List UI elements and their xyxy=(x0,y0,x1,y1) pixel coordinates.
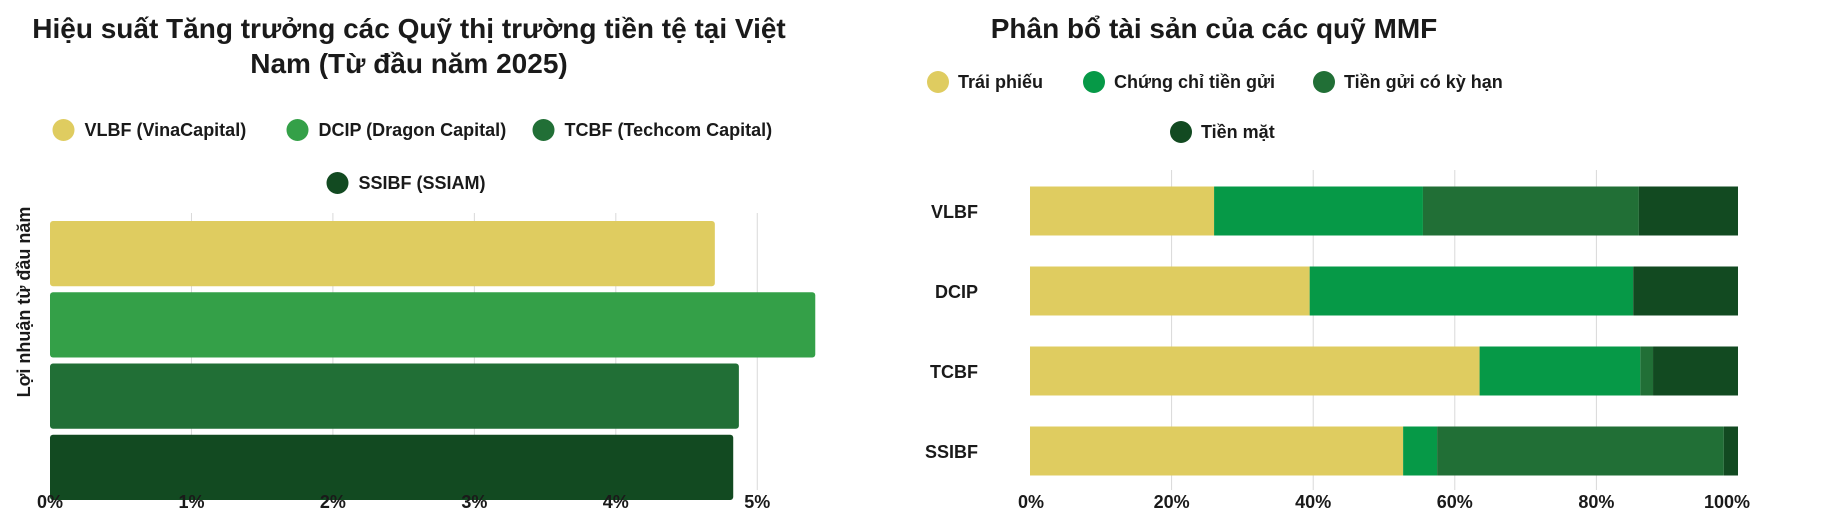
legend-item[interactable]: Chứng chỉ tiền gửi xyxy=(1083,71,1275,93)
bar-segment xyxy=(1403,426,1438,476)
y-axis-label: Lợi nhuận từ đầu năm xyxy=(14,207,34,398)
x-tick-label: 1% xyxy=(178,492,204,512)
y-category-label: VLBF xyxy=(931,202,978,222)
legend-item[interactable]: TCBF (Techcom Capital) xyxy=(532,119,773,141)
bar xyxy=(50,221,715,287)
legend-item[interactable]: Trái phiếu xyxy=(927,71,1043,93)
bars xyxy=(1030,186,1738,476)
bars xyxy=(50,221,816,500)
legend-label: VLBF (VinaCapital) xyxy=(85,120,247,140)
x-tick-label: 100% xyxy=(1704,492,1750,512)
bar xyxy=(50,434,734,500)
legend-label: Tiền mặt xyxy=(1201,122,1275,142)
x-tick-label: 4% xyxy=(603,492,629,512)
legend-label: Trái phiếu xyxy=(958,72,1043,92)
bar-segment xyxy=(1479,346,1641,396)
legend: VLBF (VinaCapital) DCIP (Dragon Capital) T… xyxy=(52,119,773,194)
bar-segment xyxy=(1030,426,1404,476)
legend-swatch xyxy=(326,172,349,194)
bar-segment xyxy=(1030,186,1215,236)
y-category-label: DCIP xyxy=(935,282,978,302)
bar-segment xyxy=(1309,266,1634,316)
legend-swatch xyxy=(52,119,75,141)
stacked-bar xyxy=(1030,346,1738,396)
x-axis-ticks: 0% 20% 40% 60% 80% 100% xyxy=(1018,492,1750,512)
bar xyxy=(50,292,816,358)
x-tick-label: 3% xyxy=(461,492,487,512)
x-tick-label: 40% xyxy=(1295,492,1331,512)
bar-segment xyxy=(1638,186,1738,236)
bar-segment xyxy=(1214,186,1423,236)
bar-segment xyxy=(1653,346,1738,396)
legend-swatch xyxy=(1170,121,1192,143)
legend-swatch xyxy=(286,119,309,141)
legend-label: SSIBF (SSIAM) xyxy=(359,173,486,193)
x-tick-label: 20% xyxy=(1154,492,1190,512)
legend-item[interactable]: Tiền mặt xyxy=(1170,121,1275,143)
bar-segment xyxy=(1437,426,1724,476)
x-tick-label: 0% xyxy=(37,492,63,512)
stacked-bar xyxy=(1030,186,1738,236)
legend-label: Tiền gửi có kỳ hạn xyxy=(1344,72,1503,92)
legend: Trái phiếu Chứng chỉ tiền gửi Tiền gửi có … xyxy=(927,71,1503,143)
x-tick-label: 5% xyxy=(744,492,770,512)
y-category-label: TCBF xyxy=(930,362,978,382)
y-axis-categories: VLBF DCIP TCBF SSIBF xyxy=(925,202,978,462)
legend-item[interactable]: VLBF (VinaCapital) xyxy=(52,119,247,141)
legend-swatch xyxy=(1083,71,1105,93)
legend-swatch xyxy=(927,71,949,93)
legend-swatch xyxy=(1313,71,1335,93)
legend-item[interactable]: SSIBF (SSIAM) xyxy=(326,172,486,194)
x-tick-label: 80% xyxy=(1578,492,1614,512)
x-axis-ticks: 0% 1% 2% 3% 4% 5% xyxy=(37,492,770,512)
bar-segment xyxy=(1030,346,1480,396)
asset-allocation-chart: Phân bổ tài sản của các quỹ MMF Trái phi… xyxy=(925,13,1750,512)
bar-segment xyxy=(1723,426,1738,476)
legend-label: DCIP (Dragon Capital) xyxy=(319,120,507,140)
x-tick-label: 2% xyxy=(320,492,346,512)
legend-label: TCBF (Techcom Capital) xyxy=(565,120,773,140)
bar-segment xyxy=(1640,346,1654,396)
ytd-return-chart: Hiệu suất Tăng trưởng các Quỹ thị trường… xyxy=(14,13,816,512)
legend-label: Chứng chỉ tiền gửi xyxy=(1114,72,1275,92)
x-tick-label: 0% xyxy=(1018,492,1044,512)
bar-segment xyxy=(1030,266,1310,316)
stacked-bar xyxy=(1030,266,1738,316)
stacked-bar xyxy=(1030,426,1738,476)
legend-swatch xyxy=(532,119,555,141)
bar-segment xyxy=(1633,266,1738,316)
bar xyxy=(50,363,739,429)
x-tick-label: 60% xyxy=(1437,492,1473,512)
bar-segment xyxy=(1422,186,1639,236)
chart-title-line-2: Nam (Từ đầu năm 2025) xyxy=(250,48,567,79)
legend-item[interactable]: DCIP (Dragon Capital) xyxy=(286,119,507,141)
chart-title-line-1: Hiệu suất Tăng trưởng các Quỹ thị trường… xyxy=(32,13,786,44)
y-category-label: SSIBF xyxy=(925,442,978,462)
legend-item[interactable]: Tiền gửi có kỳ hạn xyxy=(1313,71,1503,93)
chart-title: Phân bổ tài sản của các quỹ MMF xyxy=(991,13,1438,44)
